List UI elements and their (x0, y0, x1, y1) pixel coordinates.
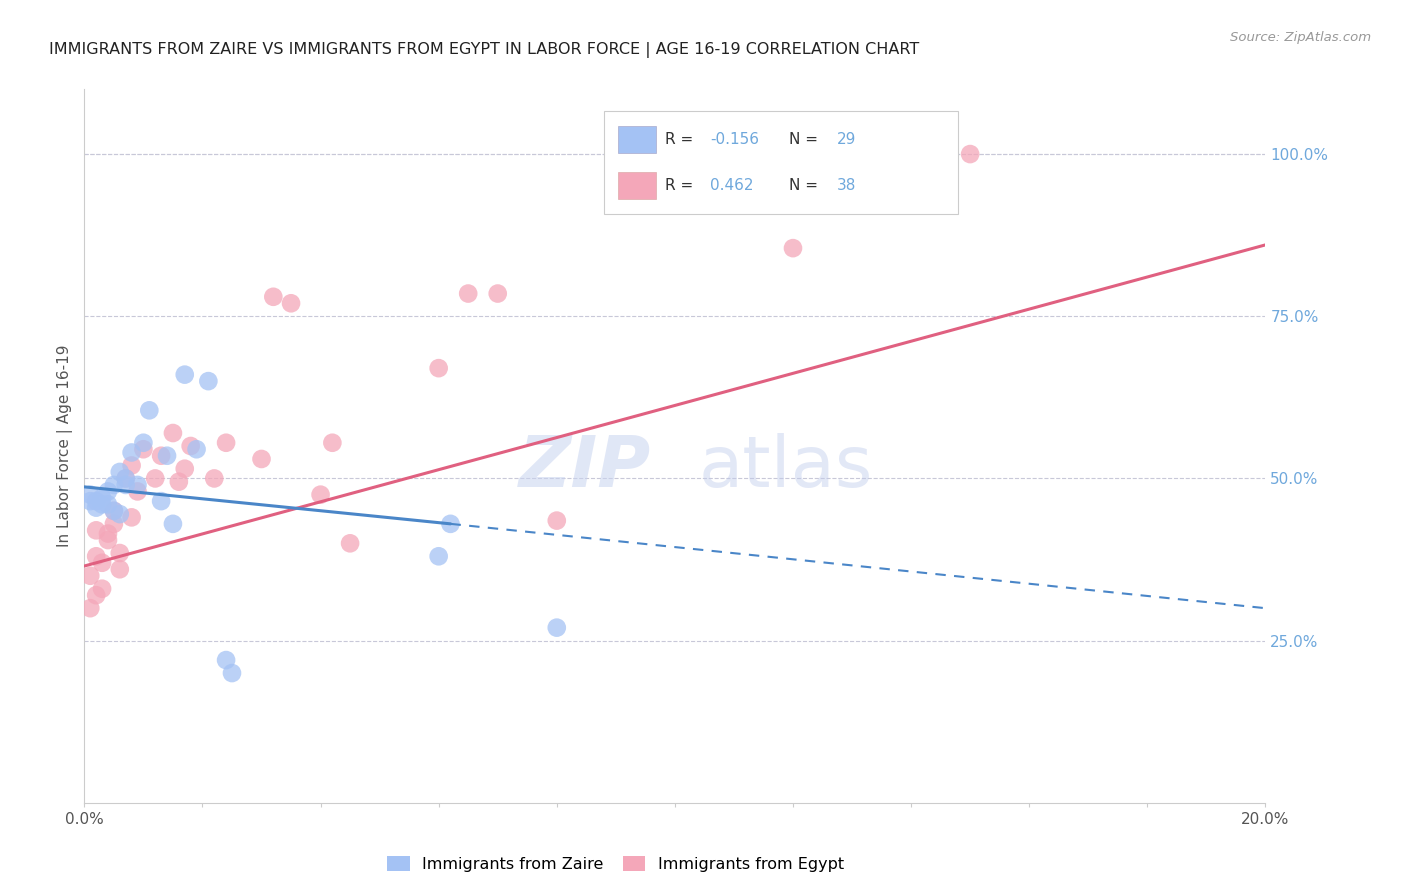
Point (79, 488, 101, 502)
Text: R =: R = (665, 132, 699, 146)
Point (114, 471, 136, 485)
Point (782, 241, 804, 255)
Point (215, 435, 238, 450)
Point (162, 425, 184, 440)
Point (457, 286, 479, 301)
Point (280, 296, 302, 310)
Point (91, 497, 114, 511)
Point (427, 549, 450, 564)
Point (127, 478, 149, 492)
Point (97, 497, 120, 511)
Point (79, 601, 101, 615)
Point (91, 556, 114, 570)
Point (221, 666, 243, 681)
Y-axis label: In Labor Force | Age 16-19: In Labor Force | Age 16-19 (58, 344, 73, 548)
Point (114, 478, 136, 492)
Text: 0.462: 0.462 (710, 178, 754, 193)
Text: Source: ZipAtlas.com: Source: ZipAtlas.com (1230, 31, 1371, 45)
Point (84, 588, 107, 602)
Text: N =: N = (789, 178, 824, 193)
Point (127, 484, 149, 499)
Point (108, 507, 131, 521)
Point (215, 653, 238, 667)
Text: atlas: atlas (699, 433, 873, 502)
FancyBboxPatch shape (619, 172, 657, 199)
Point (150, 449, 173, 463)
Point (84, 500, 107, 515)
Point (186, 442, 208, 457)
Point (121, 510, 143, 524)
Text: IMMIGRANTS FROM ZAIRE VS IMMIGRANTS FROM EGYPT IN LABOR FORCE | AGE 16-19 CORREL: IMMIGRANTS FROM ZAIRE VS IMMIGRANTS FROM… (49, 42, 920, 58)
Text: -0.156: -0.156 (710, 132, 759, 146)
Point (97, 484, 120, 499)
Point (79, 568, 101, 582)
Point (84, 524, 107, 538)
Point (121, 458, 143, 473)
Point (91, 491, 114, 505)
Point (97, 533, 120, 547)
Point (91, 582, 114, 596)
Point (309, 488, 332, 502)
Point (427, 361, 450, 376)
Point (79, 494, 101, 508)
Point (108, 562, 131, 576)
FancyBboxPatch shape (605, 111, 959, 214)
Point (108, 546, 131, 560)
Point (250, 452, 273, 467)
Point (103, 478, 125, 492)
Text: ZIP: ZIP (519, 433, 651, 502)
Point (143, 471, 166, 485)
Point (156, 449, 179, 463)
Point (103, 504, 125, 518)
Point (262, 290, 284, 304)
Point (202, 471, 225, 485)
Point (150, 494, 173, 508)
Point (167, 475, 190, 489)
Point (439, 516, 461, 531)
Point (97, 526, 120, 541)
Point (121, 445, 143, 459)
Text: N =: N = (789, 132, 824, 146)
Point (180, 439, 202, 453)
Point (132, 442, 155, 457)
Point (103, 516, 125, 531)
Point (959, 147, 981, 161)
Text: 38: 38 (837, 178, 856, 193)
Point (114, 471, 136, 485)
FancyBboxPatch shape (619, 126, 657, 153)
Point (321, 435, 343, 450)
Point (84, 494, 107, 508)
Legend: Immigrants from Zaire, Immigrants from Egypt: Immigrants from Zaire, Immigrants from E… (382, 851, 849, 877)
Point (173, 368, 195, 382)
Point (103, 504, 125, 518)
Text: 29: 29 (837, 132, 856, 146)
Point (339, 536, 361, 550)
Point (546, 621, 568, 635)
Point (197, 374, 219, 388)
Point (132, 435, 155, 450)
Point (138, 403, 160, 417)
Point (84, 549, 107, 564)
Point (173, 461, 195, 475)
Point (546, 514, 568, 528)
Text: R =: R = (665, 178, 699, 193)
Point (108, 465, 131, 479)
Point (486, 286, 509, 301)
Point (162, 516, 184, 531)
